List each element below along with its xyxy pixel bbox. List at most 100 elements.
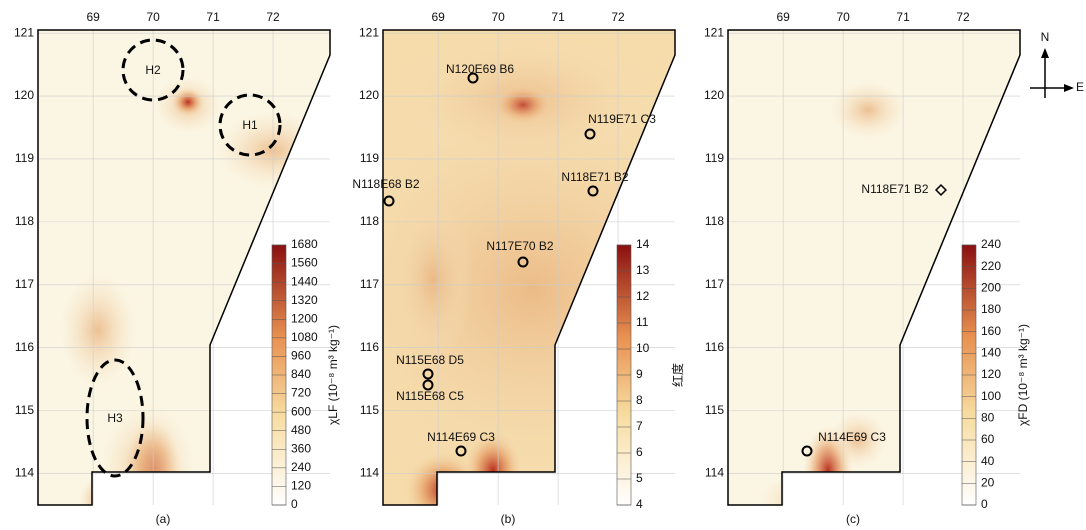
site-label: H1 — [242, 118, 258, 132]
sample-site — [934, 183, 948, 197]
zone-outline — [121, 38, 185, 102]
site-label: H3 — [107, 411, 123, 425]
colorbar-tick-label: 1680 — [291, 237, 318, 251]
sample-site — [455, 445, 467, 457]
y-tick-label: 115 — [360, 403, 379, 417]
contour-blob — [172, 88, 204, 116]
sample-site — [587, 185, 599, 197]
colorbar-tick-label: 20 — [981, 476, 995, 490]
site-label: H2 — [145, 63, 161, 77]
y-tick-label: 116 — [360, 340, 379, 354]
north-label: N — [1041, 30, 1050, 44]
colorbar-tick-label: 120 — [981, 367, 1001, 381]
colorbar-tick-label: 180 — [981, 302, 1001, 316]
colorbar-tick-label: 12 — [636, 289, 650, 303]
colorbar-tick-label: 7 — [636, 419, 643, 433]
contour-blob — [98, 400, 198, 505]
colorbar-tick-label: 1320 — [291, 293, 318, 307]
site-label: N117E70 B2 — [486, 239, 553, 253]
y-tick-label: 118 — [15, 214, 34, 228]
map-outline — [727, 29, 1021, 506]
x-tick-label: 69 — [86, 10, 100, 24]
sample-site — [801, 445, 813, 457]
colorbar-tick-label: 1200 — [291, 311, 318, 325]
y-tick-label: 114 — [705, 466, 724, 480]
compass: N E — [1030, 30, 1084, 98]
colorbar-tick-label: 840 — [291, 367, 311, 381]
site-label: N115E68 C5 — [396, 389, 464, 403]
panel-caption: (a) — [156, 512, 171, 526]
zone-outline — [218, 93, 282, 157]
y-tick-label: 118 — [360, 214, 379, 228]
x-tick-label: 72 — [956, 10, 970, 24]
colorbar-tick-label: 240 — [981, 237, 1001, 251]
site-label: N118E68 B2 — [352, 177, 419, 191]
y-tick-label: 117 — [15, 277, 34, 291]
colorbar-label: 红度 — [670, 363, 685, 387]
sample-site — [422, 379, 434, 391]
colorbar-label: χLF (10⁻⁸ m³ kg⁻¹) — [326, 325, 340, 425]
y-tick-label: 121 — [704, 25, 724, 39]
zone-outline — [85, 358, 145, 478]
contour-blob — [58, 270, 138, 390]
y-tick-label: 115 — [705, 403, 724, 417]
y-tick-label: 120 — [704, 88, 724, 102]
site-label: N118E71 B2 — [861, 182, 928, 196]
colorbar-tick-label: 8 — [636, 393, 643, 407]
colorbar-tick-label: 1560 — [291, 256, 318, 270]
map-area — [728, 30, 1020, 505]
x-tick-label: 70 — [491, 10, 505, 24]
x-tick-label: 70 — [146, 10, 160, 24]
site-label: N119E71 C3 — [588, 112, 656, 126]
colorbar-tick-label: 1440 — [291, 274, 318, 288]
sample-site — [517, 256, 529, 268]
x-tick-label: 69 — [776, 10, 790, 24]
colorbar-tick-label: 4 — [636, 497, 643, 511]
x-tick-label: 71 — [206, 10, 220, 24]
x-tick-label: 70 — [836, 10, 850, 24]
y-tick-label: 120 — [14, 88, 34, 102]
colorbar-tick-label: 13 — [636, 263, 650, 277]
y-tick-label: 119 — [705, 151, 724, 165]
colorbar-tick-label: 5 — [636, 471, 643, 485]
map-panel: 69 70 71 72 114 115 116 117 118 119 120 121 N118E71 … — [704, 10, 1030, 526]
x-tick-label: 71 — [896, 10, 910, 24]
colorbar-tick-label: 1080 — [291, 330, 318, 344]
contour-blob — [393, 200, 473, 360]
sample-site — [467, 72, 479, 84]
site-label: N120E69 B6 — [446, 62, 514, 76]
colorbar-tick-label: 160 — [981, 324, 1001, 338]
y-tick-label: 119 — [15, 151, 34, 165]
site-label: N118E71 B2 — [561, 170, 628, 184]
sample-site — [383, 195, 395, 207]
panel-caption: (b) — [501, 512, 516, 526]
colorbar-tick-label: 10 — [636, 341, 650, 355]
colorbar-tick-label: 0 — [981, 497, 988, 511]
colorbar-tick-label: 80 — [981, 411, 995, 425]
contour-blob — [828, 80, 908, 140]
colorbar-tick-label: 200 — [981, 281, 1001, 295]
x-tick-label: 71 — [551, 10, 565, 24]
panel-caption: (c) — [846, 512, 860, 526]
y-tick-label: 121 — [359, 25, 379, 39]
sample-site — [584, 128, 596, 140]
x-tick-label: 72 — [611, 10, 625, 24]
colorbar-label: χFD (10⁻⁸ m³ kg⁻¹) — [1016, 324, 1030, 426]
y-tick-label: 117 — [360, 277, 379, 291]
colorbar-tick-label: 120 — [291, 479, 311, 493]
y-tick-label: 114 — [360, 466, 379, 480]
colorbar-tick-label: 720 — [291, 386, 311, 400]
colorbar-tick-label: 11 — [636, 315, 649, 329]
site-label: N114E69 C3 — [427, 430, 495, 444]
colorbar-tick-label: 0 — [291, 497, 298, 511]
sample-site — [422, 368, 434, 380]
map-outline — [382, 29, 676, 506]
contour-blob — [403, 450, 483, 505]
site-label: N114E69 C3 — [818, 430, 886, 444]
colorbar-tick-label: 220 — [981, 259, 1001, 273]
x-tick-label: 69 — [431, 10, 445, 24]
colorbar-tick-label: 600 — [291, 404, 311, 418]
y-tick-label: 116 — [15, 340, 34, 354]
map-panel: 69 70 71 72 114 115 116 117 118 119 120 121 H2 H1 H3 0 1… — [14, 10, 340, 526]
